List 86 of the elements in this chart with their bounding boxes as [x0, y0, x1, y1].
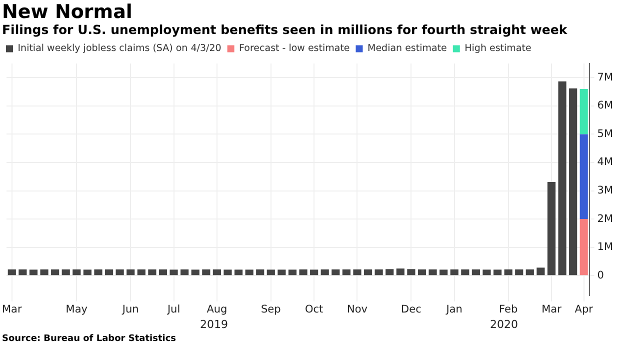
x-tick-label: Jun	[121, 303, 139, 316]
bar	[428, 269, 437, 276]
bar	[256, 269, 264, 276]
bar	[332, 269, 340, 276]
x-tick-label: Apr	[574, 303, 594, 316]
bar	[472, 269, 480, 276]
x-tick-label: Jan	[445, 303, 462, 316]
bar	[299, 269, 308, 276]
y-tick-label: 4M	[597, 156, 614, 168]
x-tick-label: Aug	[206, 303, 228, 316]
x-tick-label: Feb	[499, 303, 518, 316]
bar	[51, 269, 60, 276]
x-tick-label: Mar	[542, 303, 562, 316]
bar	[386, 269, 394, 276]
bar	[288, 270, 297, 276]
bar	[245, 270, 254, 276]
y-tick-label: 1M	[597, 241, 614, 254]
y-tick-label: 7M	[597, 71, 614, 84]
bar	[180, 269, 189, 276]
bar	[266, 270, 275, 276]
bar	[62, 269, 70, 276]
bar	[8, 269, 16, 276]
bar	[104, 269, 114, 276]
bar	[440, 270, 448, 276]
x-tick-label: May	[66, 303, 88, 316]
bar	[580, 134, 588, 220]
bar	[278, 270, 286, 276]
bar	[504, 269, 512, 276]
y-tick-label: 5M	[597, 128, 614, 140]
x-tick-label: Sep	[261, 303, 282, 316]
bar	[450, 269, 458, 276]
legend-label: High estimate	[464, 43, 532, 54]
text: 2020	[490, 318, 518, 331]
bar	[526, 269, 534, 276]
y-tick-label: 3M	[597, 184, 614, 196]
bar	[320, 269, 329, 276]
chart-subtitle: Filings for U.S. unemployment benefits seen in millions for fourth straight week	[1, 22, 568, 38]
bar	[137, 269, 146, 276]
x-tick-label: Jul	[166, 303, 180, 316]
bar	[148, 269, 156, 276]
source-note: Source: Bureau of Labor Statistics	[2, 334, 176, 344]
bar	[396, 268, 404, 276]
legend-label: Initial weekly jobless claims (SA) on 4/3/20	[18, 43, 222, 54]
y-tick-label: 6M	[597, 100, 614, 112]
bar	[72, 269, 81, 276]
bar	[170, 270, 178, 276]
x-tick-label: Dec	[401, 303, 422, 316]
bar	[40, 269, 48, 276]
bar	[364, 269, 372, 276]
bar	[116, 269, 124, 276]
bar	[418, 269, 426, 276]
bar	[212, 269, 221, 276]
bar	[18, 269, 27, 276]
x-tick-label: Mar	[2, 303, 22, 316]
chart-title: New Normal	[1, 0, 134, 23]
y-tick-label: 0	[597, 269, 604, 282]
bar	[547, 182, 556, 276]
legend-label: Forecast - low estimate	[239, 43, 350, 54]
bar	[126, 269, 135, 276]
bar	[191, 270, 200, 276]
bar	[569, 88, 578, 276]
bar	[580, 219, 588, 276]
bar	[482, 270, 491, 276]
x-tick-label: Oct	[304, 303, 324, 316]
text: 2019	[200, 318, 228, 331]
bar	[224, 270, 232, 276]
bar	[202, 269, 210, 276]
bar	[342, 269, 350, 276]
bar	[536, 268, 545, 276]
bar	[353, 269, 362, 276]
y-tick-label: 2M	[597, 212, 614, 225]
bar	[407, 269, 416, 276]
bar	[234, 270, 243, 276]
x-tick-label: Nov	[346, 303, 368, 316]
bar	[374, 269, 383, 276]
bar	[94, 269, 102, 276]
bar	[310, 270, 318, 276]
bar	[29, 270, 38, 276]
bar	[158, 269, 168, 276]
legend-label: Median estimate	[368, 43, 448, 54]
bar	[83, 270, 92, 276]
bar	[558, 81, 566, 276]
bar	[580, 88, 588, 134]
bar	[515, 269, 524, 276]
bar	[493, 270, 502, 276]
bar	[461, 269, 470, 276]
